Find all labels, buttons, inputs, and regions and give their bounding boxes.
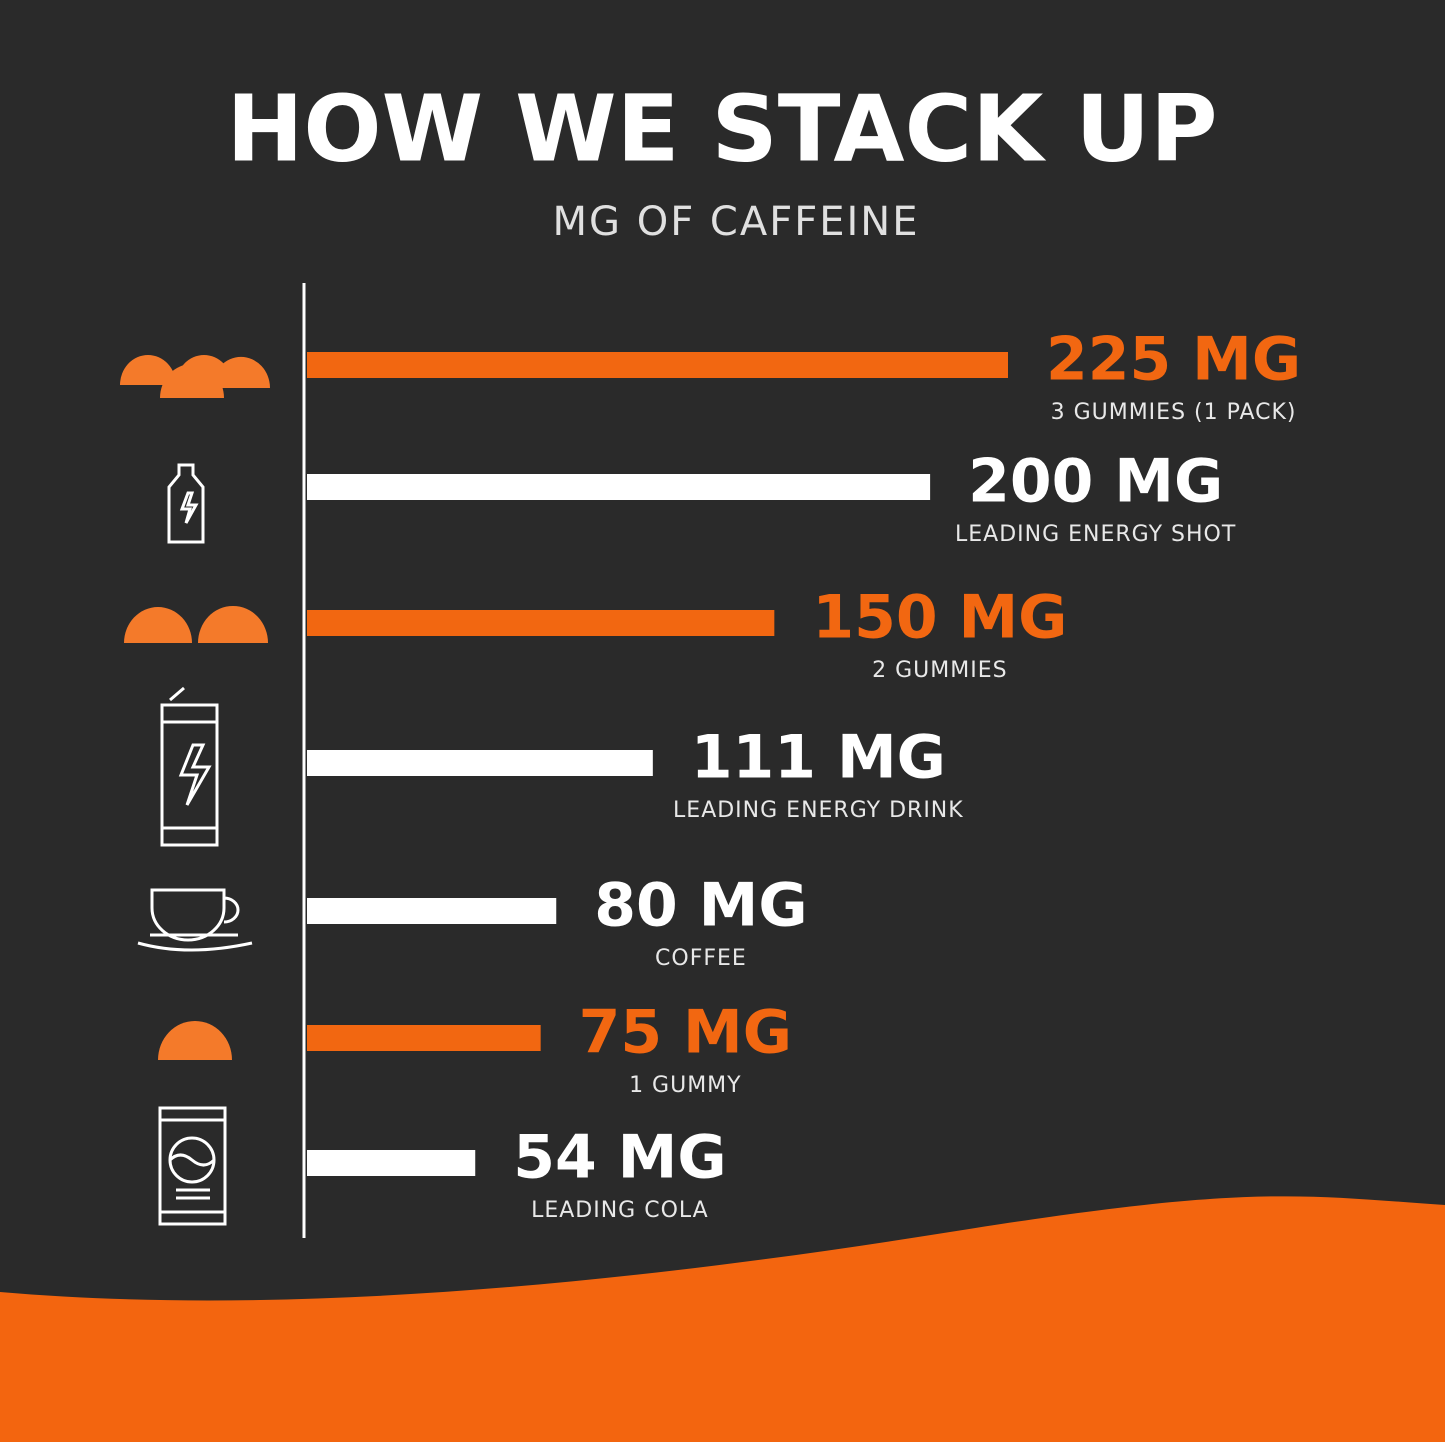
bar [307, 352, 1008, 378]
category-label: 3 GUMMIES (1 PACK) [1051, 400, 1297, 425]
value-label: 225 MG [1046, 325, 1301, 395]
value-label: 80 MG [594, 871, 807, 941]
bottle-icon [167, 463, 205, 544]
bar [307, 474, 931, 500]
bar [307, 750, 653, 776]
category-label: COFFEE [655, 946, 747, 971]
bar [307, 898, 557, 924]
chart-title: HOW WE STACK UP [226, 75, 1217, 182]
bar [307, 1150, 476, 1176]
value-label: 200 MG [968, 447, 1223, 517]
value-label: 54 MG [513, 1123, 726, 1193]
gummies-2 [124, 605, 268, 643]
cup-icon [137, 888, 253, 952]
category-label: 1 GUMMY [629, 1073, 742, 1098]
can-icon [160, 686, 219, 847]
wave [0, 1196, 1445, 1442]
value-label: 111 MG [691, 723, 946, 793]
gummies-3 [120, 355, 270, 398]
chart-subtitle: MG OF CAFFEINE [552, 199, 919, 245]
cola-icon [158, 1106, 227, 1226]
category-label: LEADING COLA [531, 1198, 709, 1223]
category-label: LEADING ENERGY DRINK [673, 798, 964, 823]
bar [307, 1025, 541, 1051]
value-label: 75 MG [579, 998, 792, 1068]
value-label: 150 MG [812, 583, 1067, 653]
category-label: 2 GUMMIES [872, 658, 1007, 683]
icons [120, 355, 270, 1226]
gummy-1 [158, 1020, 232, 1060]
bar [307, 610, 775, 636]
category-label: LEADING ENERGY SHOT [955, 522, 1236, 547]
